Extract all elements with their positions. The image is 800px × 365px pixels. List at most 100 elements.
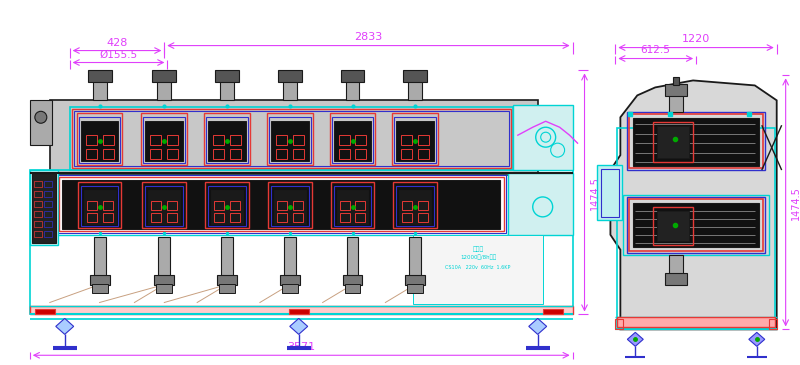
Bar [282,284,298,292]
Bar [630,114,762,168]
Bar [30,100,52,145]
Bar [337,190,369,224]
Bar [394,117,436,163]
Bar [57,175,506,233]
Bar [627,112,765,170]
Bar [34,191,42,197]
Bar [410,237,422,277]
Text: Ø155.5: Ø155.5 [99,50,138,59]
Bar [293,149,304,159]
Text: 3571: 3571 [288,342,316,352]
Bar [30,307,573,314]
Bar [339,213,350,222]
Bar [346,78,359,100]
Bar [669,95,683,112]
Bar [293,201,302,210]
Bar [598,165,622,220]
Bar [204,113,250,165]
Bar [658,211,689,241]
Bar [44,221,52,227]
Bar [44,181,52,187]
Bar [355,135,366,145]
Bar [654,122,693,162]
Bar [102,149,114,159]
Bar [77,113,122,165]
Bar [143,117,186,163]
Bar [84,190,115,224]
Bar [94,237,106,277]
Bar [271,186,309,226]
Bar [769,319,777,329]
Bar [158,78,171,100]
Bar [513,105,573,170]
Bar [274,190,306,224]
Bar [92,284,107,292]
Bar [407,284,423,292]
Bar [54,173,508,235]
Bar [217,274,237,285]
Bar [283,78,297,100]
Bar [32,173,56,243]
Bar [152,70,176,82]
Bar [634,203,758,247]
Bar [34,221,42,227]
Bar [630,199,762,251]
Bar [146,186,183,226]
Bar [673,77,679,85]
Bar [167,149,178,159]
Bar [338,149,350,159]
Bar [602,169,619,217]
Bar [331,117,374,163]
Bar [394,182,437,228]
Bar [158,237,170,277]
Polygon shape [610,80,777,329]
Bar [215,70,239,82]
Bar [34,181,42,187]
Bar [627,197,765,253]
Bar [34,201,42,207]
Polygon shape [627,333,643,346]
Bar [276,149,286,159]
Bar [277,201,286,210]
Bar [86,213,97,222]
Bar [276,135,286,145]
Bar [406,274,425,285]
Bar [86,149,97,159]
Circle shape [35,111,47,123]
Bar [339,201,350,210]
Bar [30,170,58,245]
Bar [396,121,434,161]
Text: 合格品: 合格品 [472,247,483,252]
Bar [34,211,42,217]
Bar [72,109,511,168]
Bar [414,235,542,304]
Text: CS10A   220v  60Hz  1.6KP: CS10A 220v 60Hz 1.6KP [446,265,510,270]
Text: 1220: 1220 [682,34,710,43]
Bar [284,237,296,277]
Bar [268,182,312,228]
Bar [399,190,431,224]
Bar [230,135,241,145]
Bar [30,170,573,314]
Bar [78,117,121,163]
Bar [277,213,286,222]
Bar [623,195,769,255]
Bar [86,201,97,210]
Bar [208,121,246,161]
Text: 12000个/8h安时: 12000个/8h安时 [460,255,496,260]
Bar [293,213,302,222]
Bar [213,135,224,145]
Bar [156,284,172,292]
Bar [205,182,249,228]
Bar [167,135,178,145]
Bar [150,135,162,145]
Bar [44,191,52,197]
Polygon shape [749,333,765,346]
Bar [338,135,350,145]
Bar [346,237,358,277]
Bar [330,113,375,165]
Bar [35,310,54,314]
Polygon shape [56,318,74,334]
Text: 2833: 2833 [354,32,382,42]
Bar [418,201,428,210]
